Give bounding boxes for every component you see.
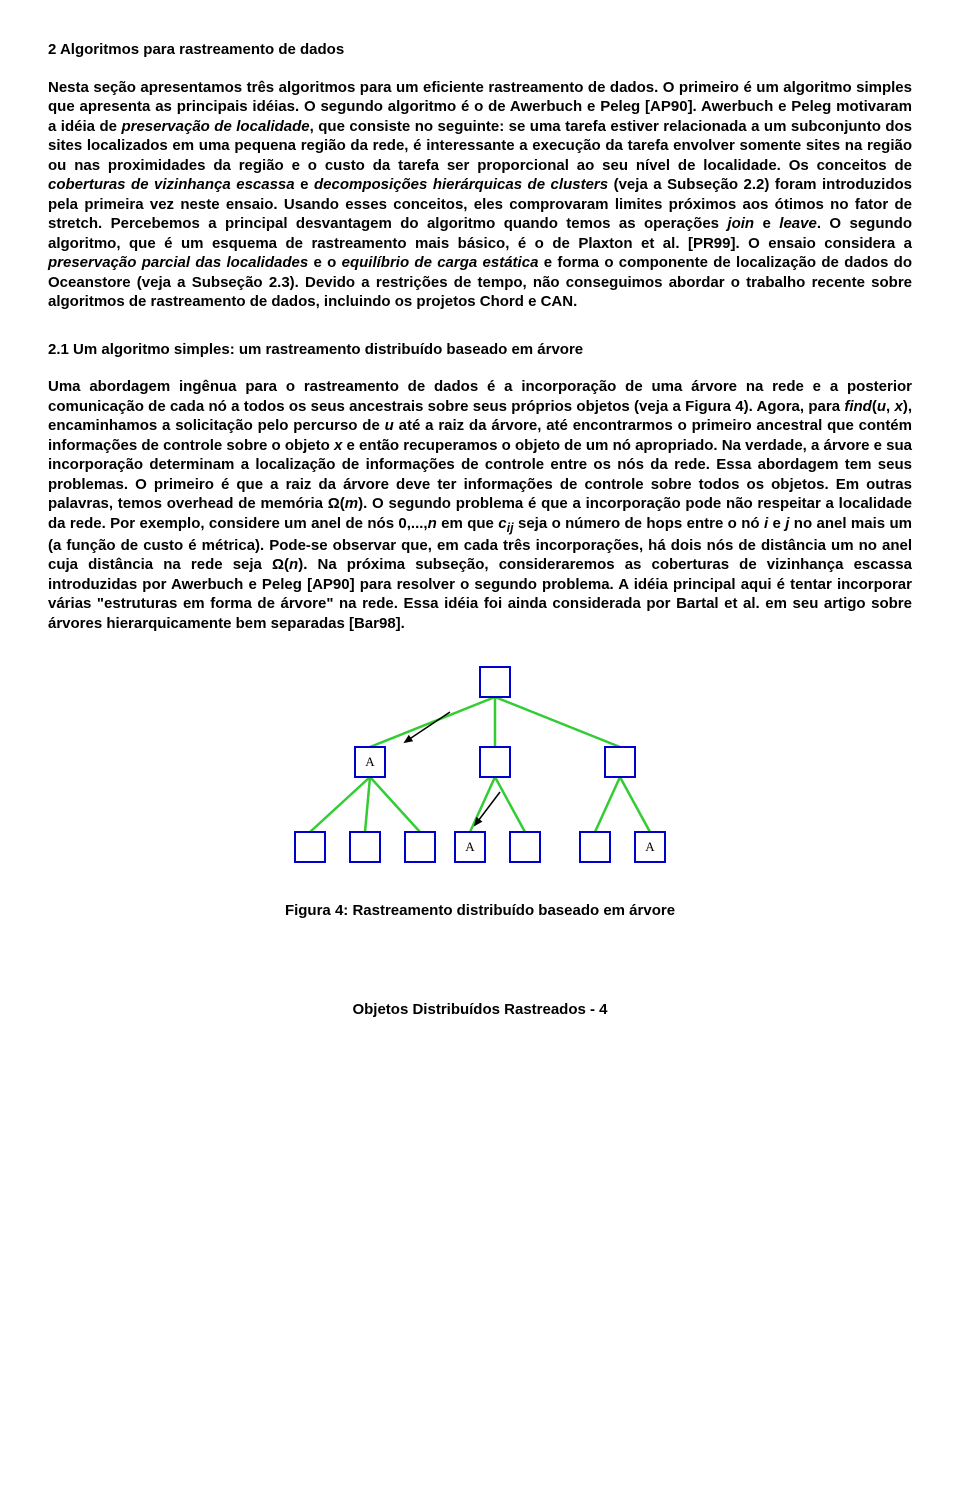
text-run: em que bbox=[437, 515, 499, 532]
tree-edge bbox=[370, 777, 420, 832]
tree-node bbox=[510, 832, 540, 862]
page-footer: Objetos Distribuídos Rastreados - 4 bbox=[48, 1000, 912, 1020]
text-run: join bbox=[727, 215, 754, 232]
text-run: e bbox=[295, 176, 314, 193]
text-run: decomposições hierárquicas de clusters bbox=[314, 176, 608, 193]
tree-node-label: A bbox=[465, 839, 475, 854]
tree-edge bbox=[365, 777, 370, 832]
text-run: m bbox=[345, 495, 358, 512]
text-run: n bbox=[289, 556, 298, 573]
tree-node bbox=[350, 832, 380, 862]
pointer-arrow bbox=[405, 712, 450, 742]
tree-node bbox=[480, 747, 510, 777]
tree-edge bbox=[310, 777, 370, 832]
tree-node bbox=[295, 832, 325, 862]
text-run: seja o número de hops entre o nó bbox=[514, 515, 764, 532]
text-run: u bbox=[877, 398, 886, 415]
subsection-heading: 2.1 Um algoritmo simples: um rastreament… bbox=[48, 340, 912, 360]
text-run: Uma abordagem ingênua para o rastreament… bbox=[48, 378, 912, 415]
tree-node-label: A bbox=[645, 839, 655, 854]
text-run: preservação de localidade bbox=[121, 118, 309, 135]
pointer-arrow bbox=[475, 792, 500, 825]
text-run: preservação parcial das localidades bbox=[48, 254, 308, 271]
figure-4: A A A Figura 4: Rastreamento distribuído b… bbox=[48, 657, 912, 920]
tree-node bbox=[605, 747, 635, 777]
text-run: find bbox=[844, 398, 872, 415]
text-run: e bbox=[768, 515, 785, 532]
tree-edge bbox=[595, 777, 620, 832]
tree-diagram: A A A bbox=[250, 657, 710, 887]
figure-caption: Figura 4: Rastreamento distribuído basea… bbox=[48, 901, 912, 921]
tree-node bbox=[480, 667, 510, 697]
tree-edge bbox=[370, 697, 495, 747]
text-run: c bbox=[498, 515, 506, 532]
text-run: n bbox=[428, 515, 437, 532]
tree-edge bbox=[495, 697, 620, 747]
text-run: ij bbox=[507, 521, 514, 535]
paragraph-2: Uma abordagem ingênua para o rastreament… bbox=[48, 377, 912, 633]
text-run: e bbox=[754, 215, 779, 232]
text-run: equilíbrio de carga estática bbox=[342, 254, 539, 271]
tree-node bbox=[405, 832, 435, 862]
tree-node bbox=[580, 832, 610, 862]
text-run: coberturas de vizinhança escassa bbox=[48, 176, 295, 193]
text-run: x bbox=[894, 398, 902, 415]
tree-edge bbox=[495, 777, 525, 832]
tree-edge bbox=[620, 777, 650, 832]
text-run: u bbox=[385, 417, 394, 434]
paragraph-1: Nesta seção apresentamos três algoritmos… bbox=[48, 78, 912, 312]
section-heading: 2 Algoritmos para rastreamento de dados bbox=[48, 40, 912, 60]
tree-node-label: A bbox=[365, 754, 375, 769]
text-run: leave bbox=[779, 215, 817, 232]
text-run: e o bbox=[308, 254, 341, 271]
